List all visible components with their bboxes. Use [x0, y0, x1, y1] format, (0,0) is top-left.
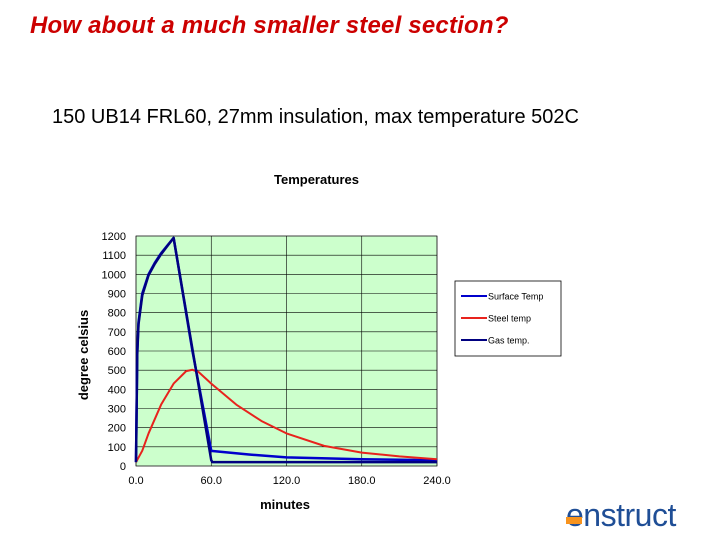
slide-subtitle: 150 UB14 FRL60, 27mm insulation, max tem…: [52, 106, 579, 128]
x-tick-label: 60.0: [201, 475, 222, 487]
chart-title: Temperatures: [274, 172, 359, 187]
y-tick-label: 1100: [102, 250, 126, 262]
logo-lead-letter: e: [566, 497, 584, 533]
logo-accent-bar: [566, 517, 582, 524]
x-tick-label: 180.0: [348, 475, 376, 487]
x-tick-label: 0.0: [128, 475, 143, 487]
slide-title: How about a much smaller steel section?: [30, 12, 509, 39]
y-tick-label: 1200: [102, 231, 126, 243]
legend-label: Surface Temp: [488, 292, 543, 302]
x-axis-label: minutes: [260, 497, 310, 512]
legend-label: Gas temp.: [488, 336, 530, 346]
y-tick-label: 500: [108, 365, 126, 377]
series-line-gas-temp: [134, 236, 437, 464]
y-tick-label: 400: [108, 384, 126, 396]
legend-label: Steel temp: [488, 314, 531, 324]
y-tick-label: 700: [108, 327, 126, 339]
y-tick-label: 900: [108, 289, 126, 301]
y-tick-label: 1000: [102, 269, 126, 281]
enstruct-logo: enstruct: [566, 497, 676, 534]
logo-wordmark: nstruct: [583, 497, 676, 533]
y-axis-label: degree celsius: [76, 310, 91, 400]
x-tick-label: 240.0: [423, 475, 451, 487]
y-tick-label: 0: [120, 461, 126, 473]
y-tick-label: 600: [108, 346, 126, 358]
y-tick-label: 100: [108, 442, 126, 454]
y-tick-label: 800: [108, 308, 126, 320]
y-tick-label: 200: [108, 423, 126, 435]
y-tick-label: 300: [108, 404, 126, 416]
series-line-steel-temp: [135, 368, 438, 463]
x-tick-label: 120.0: [273, 475, 301, 487]
